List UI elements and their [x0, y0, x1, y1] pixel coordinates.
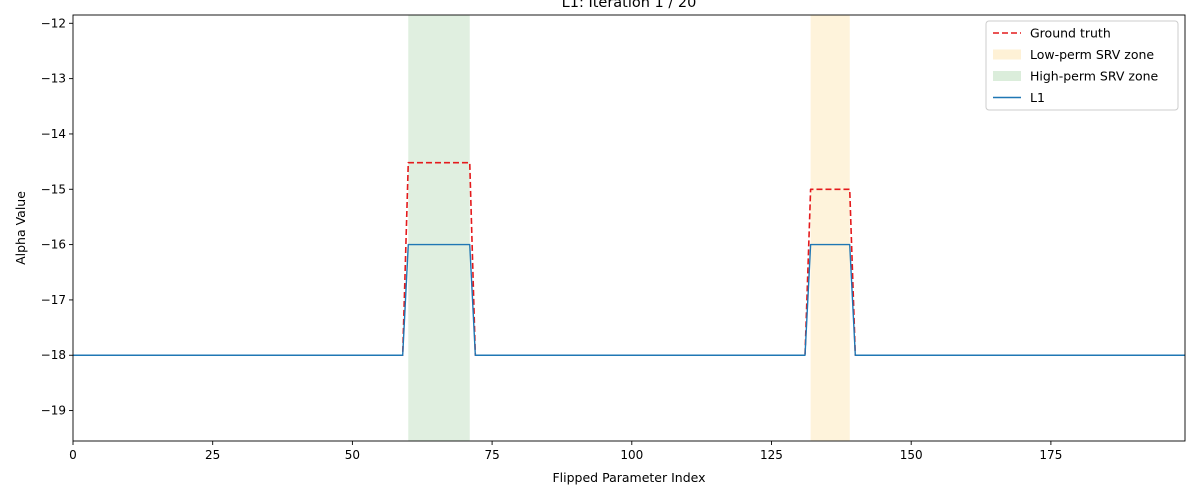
axes-frame: [72, 14, 1186, 442]
legend: Ground truth Low-perm SRV zone High-perm S…: [985, 20, 1179, 111]
legend-label: High-perm SRV zone: [1030, 69, 1159, 84]
x-tick-label: 0: [69, 448, 77, 462]
y-tick-label: −19: [41, 404, 66, 418]
plot-area: [73, 15, 1185, 441]
y-tick-label: −14: [41, 127, 66, 141]
x-tick-label: 25: [205, 448, 220, 462]
axes: 0 25 50 75 100 125 150 175 −19 −18 −17 −16 −15 −14 −13…: [41, 14, 1186, 462]
zone-high-perm: [408, 15, 470, 441]
x-tick-label: 150: [900, 448, 923, 462]
x-tick-label: 100: [620, 448, 643, 462]
y-axis-label: Alpha Value: [13, 191, 28, 265]
x-tick-label: 125: [760, 448, 783, 462]
l1-line: [73, 243, 1185, 356]
y-tick-label: −13: [41, 72, 66, 86]
y-tick-label: −17: [41, 293, 66, 307]
legend-swatch: [993, 71, 1021, 81]
y-tick-label: −18: [41, 348, 66, 362]
zone-low-perm: [810, 15, 850, 441]
legend-swatch: [993, 49, 1021, 60]
x-tick-label: 175: [1039, 448, 1062, 462]
x-axis-label: Flipped Parameter Index: [552, 470, 705, 485]
legend-box: [985, 20, 1179, 111]
legend-label: Low-perm SRV zone: [1030, 47, 1154, 62]
legend-label: L1: [1030, 90, 1045, 105]
y-tick-label: −16: [41, 238, 66, 252]
x-tick-label: 75: [484, 448, 499, 462]
y-tick-label: −12: [41, 16, 66, 30]
x-tick-label: 50: [345, 448, 360, 462]
plot-inner: [73, 15, 1185, 441]
chart-title: L1: Iteration 1 / 20: [562, 0, 697, 11]
y-tick-label: −15: [41, 182, 66, 196]
legend-label: Ground truth: [1030, 26, 1111, 41]
